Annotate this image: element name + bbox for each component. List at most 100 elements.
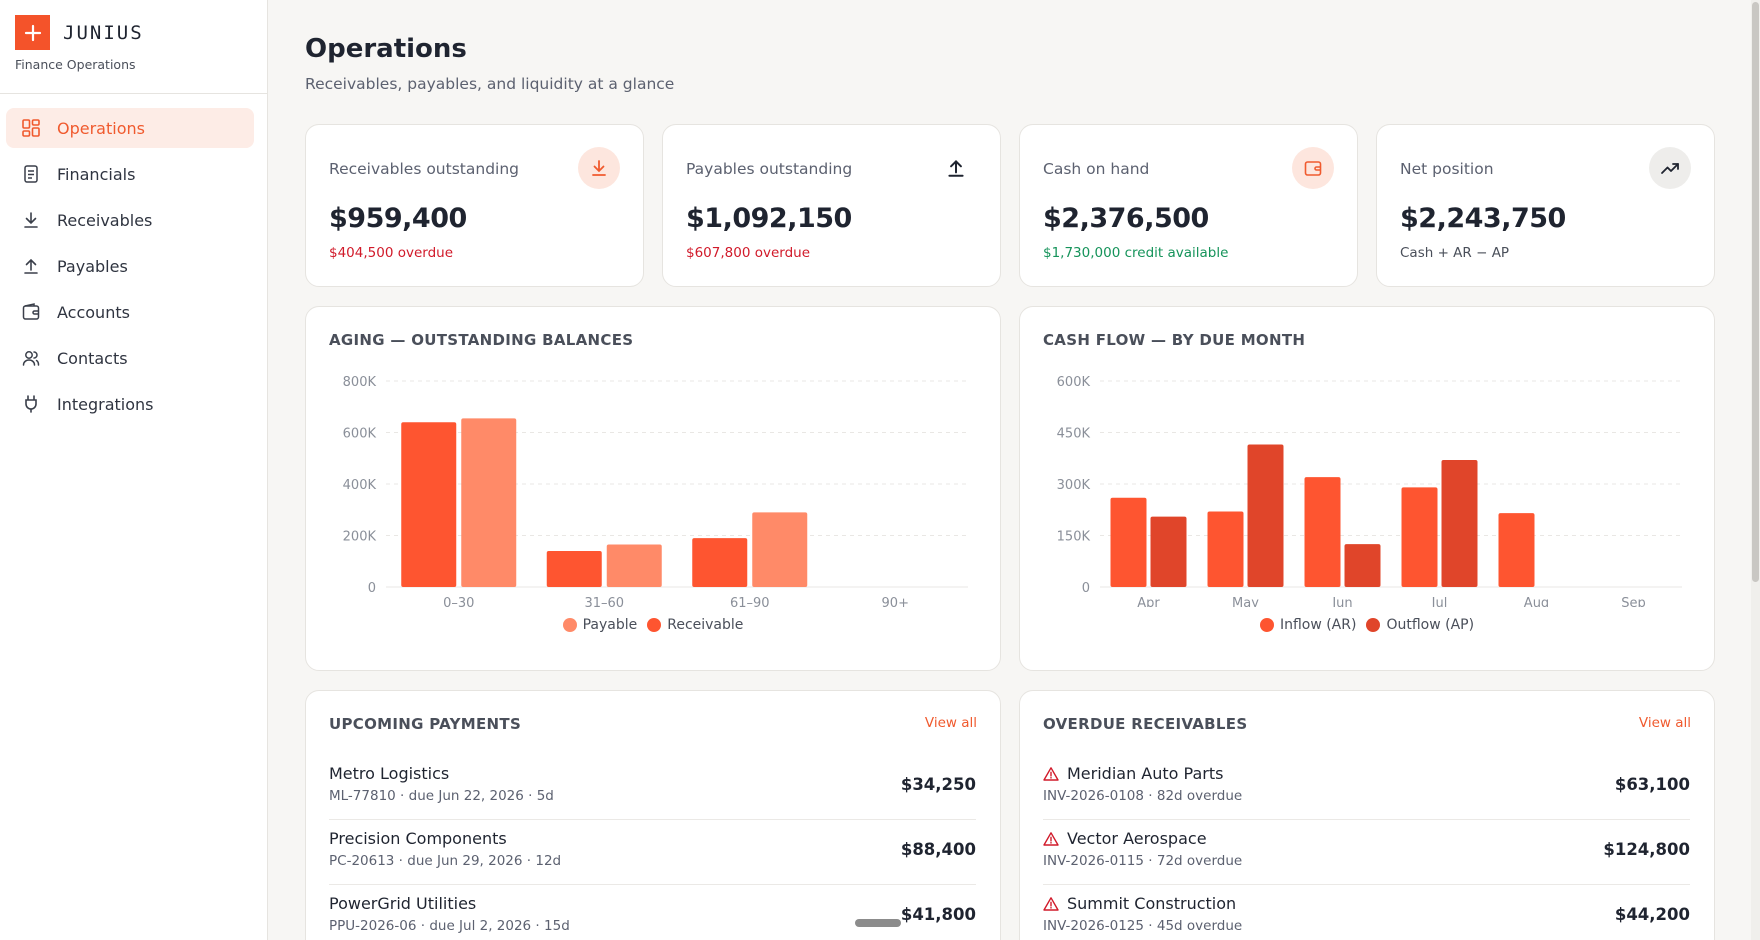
y-tick-label: 0: [1082, 581, 1090, 596]
x-tick-label: 0–30: [443, 596, 474, 607]
bar-receivable-2[interactable]: [692, 538, 748, 587]
legend-item-payable[interactable]: Payable: [562, 617, 638, 633]
drag-handle[interactable]: [855, 919, 901, 927]
bar-payable-2[interactable]: [752, 512, 808, 587]
row-amount: $124,800: [1603, 840, 1690, 859]
sidebar-item-operations[interactable]: Operations: [6, 108, 254, 148]
x-tick-label: Jul: [1431, 596, 1448, 607]
sidebar-item-label: Contacts: [57, 348, 128, 368]
scrollbar[interactable]: [1751, 0, 1760, 940]
x-tick-label: 90+: [882, 596, 909, 607]
chart-legend: Inflow (AR) Outflow (AP): [1020, 617, 1714, 633]
cashflow-chart-card: CASH FLOW — BY DUE MONTH 0 150K 300K 450K 60…: [1019, 306, 1715, 671]
kpi-card-receivables[interactable]: Receivables outstanding $959,400 $404,50…: [305, 124, 644, 287]
x-tick-label: Jun: [1331, 596, 1352, 607]
aging-chart: 0 200K 400K 600K 800K 0–30 31–60 61–90 90+: [343, 375, 968, 607]
list-item[interactable]: Vector Aerospace INV-2026-0115 · 72d ove…: [1043, 821, 1690, 885]
kpi-card-cash[interactable]: Cash on hand $2,376,500 $1,730,000 credi…: [1019, 124, 1358, 287]
x-tick-label: 31–60: [584, 596, 624, 607]
customer-name: Vector Aerospace: [1067, 829, 1207, 848]
list-item[interactable]: PowerGrid Utilities PPU-2026-06 · due Ju…: [329, 886, 976, 940]
bar-payable-0[interactable]: [461, 418, 517, 587]
kpi-value: $2,243,750: [1400, 203, 1566, 234]
warning-icon: [1043, 896, 1059, 912]
page-title: Operations: [305, 34, 467, 64]
bar-outflow-ap-0[interactable]: [1150, 516, 1187, 587]
y-tick-label: 600K: [1057, 375, 1091, 390]
scrollbar-thumb[interactable]: [1752, 2, 1759, 582]
cashflow-chart: 0 150K 300K 450K 600K Apr May Jun Jul Aug Sep: [1057, 375, 1682, 607]
row-meta: INV-2026-0108 · 82d overdue: [1043, 788, 1243, 804]
download-icon: [20, 209, 42, 231]
bar-receivable-1[interactable]: [546, 550, 602, 587]
legend-label: Receivable: [667, 617, 744, 633]
row-meta: PC-20613 · due Jun 29, 2026 · 12d: [329, 853, 562, 869]
kpi-card-payables[interactable]: Payables outstanding $1,092,150 $607,800…: [662, 124, 1001, 287]
bar-inflow-ar-0[interactable]: [1110, 497, 1147, 587]
row-amount: $63,100: [1614, 775, 1690, 794]
list-item[interactable]: Summit Construction INV-2026-0125 · 45d …: [1043, 886, 1690, 940]
sidebar-item-payables[interactable]: Payables: [6, 246, 254, 286]
kpi-value: $959,400: [329, 203, 467, 234]
sidebar-divider: [0, 93, 268, 94]
y-tick-label: 800K: [343, 375, 377, 390]
list-item[interactable]: Precision Components PC-20613 · due Jun …: [329, 821, 976, 885]
list-item[interactable]: Meridian Auto Parts INV-2026-0108 · 82d …: [1043, 756, 1690, 820]
bar-outflow-ap-1[interactable]: [1247, 444, 1284, 587]
bar-inflow-ar-4[interactable]: [1498, 513, 1535, 587]
customer-name-row: Meridian Auto Parts: [1043, 764, 1223, 783]
warning-icon: [1043, 766, 1059, 782]
bar-inflow-ar-3[interactable]: [1401, 487, 1438, 587]
x-tick-label: Apr: [1137, 596, 1160, 607]
upcoming-payments-card: UPCOMING PAYMENTS View all Metro Logisti…: [305, 690, 1001, 940]
brand[interactable]: JUNIUS: [15, 15, 144, 50]
bar-outflow-ap-2[interactable]: [1344, 544, 1381, 587]
overdue-receivables-card: OVERDUE RECEIVABLES View all Meridian Au…: [1019, 690, 1715, 940]
legend-item-receivable[interactable]: Receivable: [647, 617, 743, 633]
legend-swatch: [1366, 618, 1381, 632]
x-tick-label: Sep: [1621, 596, 1646, 607]
legend-label: Payable: [582, 617, 638, 633]
sidebar-item-label: Operations: [57, 118, 145, 138]
upload-icon: [20, 255, 42, 277]
sidebar-nav: Operations Financials Receivables Payabl…: [6, 108, 254, 430]
bar-receivable-0[interactable]: [401, 422, 457, 587]
bar-outflow-ap-3[interactable]: [1441, 459, 1478, 587]
upload-icon: [935, 147, 977, 189]
customer-name: Meridian Auto Parts: [1067, 764, 1224, 783]
sidebar-item-financials[interactable]: Financials: [6, 154, 254, 194]
download-icon: [578, 147, 620, 189]
warning-icon: [1043, 831, 1059, 847]
legend-label: Outflow (AP): [1386, 617, 1475, 633]
users-icon: [20, 347, 42, 369]
section-title: UPCOMING PAYMENTS: [329, 715, 522, 733]
x-tick-label: 61–90: [730, 596, 770, 607]
brand-name: JUNIUS: [63, 21, 144, 44]
legend-item-inflow[interactable]: Inflow (AR): [1259, 617, 1357, 633]
y-tick-label: 600K: [343, 427, 377, 442]
bar-payable-1[interactable]: [606, 544, 662, 587]
kpi-note: $607,800 overdue: [686, 245, 811, 261]
sidebar-item-receivables[interactable]: Receivables: [6, 200, 254, 240]
sidebar-item-label: Accounts: [57, 302, 130, 322]
kpi-note: $1,730,000 credit available: [1043, 245, 1229, 261]
bar-inflow-ar-2[interactable]: [1304, 477, 1341, 587]
dashboard-icon: [20, 117, 42, 139]
legend-label: Inflow (AR): [1279, 617, 1357, 633]
sidebar-item-accounts[interactable]: Accounts: [6, 292, 254, 332]
y-tick-label: 150K: [1057, 530, 1091, 545]
row-amount: $88,400: [900, 840, 976, 859]
sidebar-item-integrations[interactable]: Integrations: [6, 384, 254, 424]
kpi-note: $404,500 overdue: [329, 245, 454, 261]
legend-swatch: [647, 618, 662, 632]
view-all-link[interactable]: View all: [924, 715, 977, 731]
legend-item-outflow[interactable]: Outflow (AP): [1366, 617, 1474, 633]
kpi-value: $2,376,500: [1043, 203, 1209, 234]
kpi-card-net-position[interactable]: Net position $2,243,750 Cash + AR − AP: [1376, 124, 1715, 287]
list-item[interactable]: Metro Logistics ML-77810 · due Jun 22, 2…: [329, 756, 976, 820]
sidebar-item-label: Integrations: [57, 394, 154, 414]
view-all-link[interactable]: View all: [1638, 715, 1691, 731]
y-tick-label: 200K: [343, 530, 377, 545]
bar-inflow-ar-1[interactable]: [1207, 511, 1244, 587]
sidebar-item-contacts[interactable]: Contacts: [6, 338, 254, 378]
